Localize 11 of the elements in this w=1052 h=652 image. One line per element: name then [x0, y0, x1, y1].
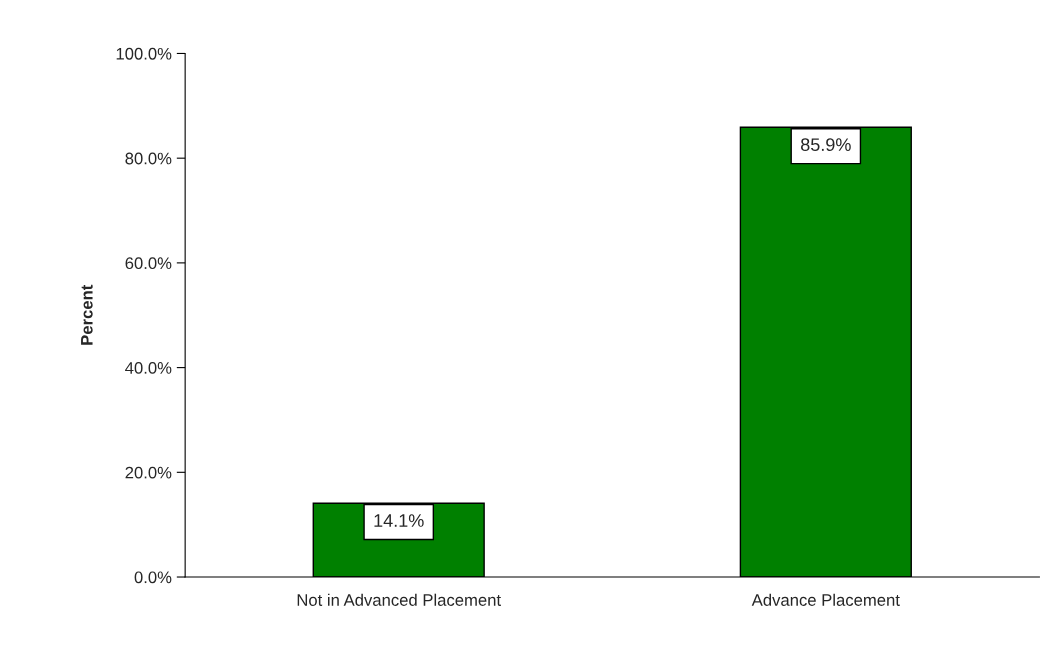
x-tick-label: Not in Advanced Placement	[297, 593, 501, 606]
y-tick-label: 0.0%	[134, 571, 172, 584]
y-axis-title: Percent	[81, 284, 93, 345]
data-label: 14.1%	[374, 514, 424, 527]
y-tick-label: 80.0%	[125, 152, 172, 165]
x-tick-label: Advance Placement	[751, 593, 900, 606]
y-tick-label: 60.0%	[125, 257, 172, 270]
y-tick-label: 100.0%	[116, 47, 172, 60]
data-label: 85.9%	[801, 138, 851, 152]
y-tick-label: 20.0%	[125, 466, 172, 479]
y-tick-label: 40.0%	[125, 362, 172, 374]
